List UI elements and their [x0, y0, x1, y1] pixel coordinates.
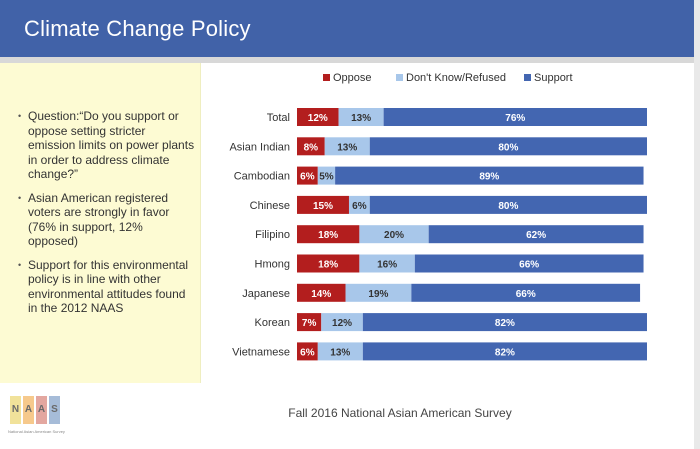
category-label: Cambodian	[234, 171, 290, 183]
bullet-icon: •	[18, 111, 22, 121]
bar-oppose	[297, 137, 325, 156]
bar-value-label-oppose: 15%	[313, 201, 333, 212]
bar-value-label-dontknow: 13%	[330, 347, 350, 358]
bar-support	[362, 313, 647, 332]
bar-dontknow	[317, 342, 363, 361]
naas-logo: N A A S National Asian American Survey	[8, 396, 78, 442]
bar-value-label-support: 82%	[495, 347, 515, 358]
bar-oppose	[297, 313, 322, 332]
bar-dontknow	[348, 195, 370, 214]
category-label: Vietnamese	[232, 346, 290, 358]
logo-bar-a2	[36, 396, 47, 424]
bar-support	[369, 137, 647, 156]
note-text: Question:“Do you support or oppose setti…	[28, 109, 195, 181]
bar-value-label-dontknow: 16%	[377, 260, 397, 271]
logo-bar-a1	[23, 396, 34, 424]
bar-value-label-support: 66%	[519, 260, 539, 271]
notes-list: • Question:“Do you support or oppose set…	[18, 109, 196, 325]
logo-letter-a1: A	[24, 404, 33, 415]
bar-value-label-oppose: 18%	[318, 230, 338, 241]
category-label: Chinese	[250, 200, 290, 212]
bar-dontknow	[359, 225, 429, 244]
legend-swatch-support	[524, 74, 531, 81]
right-frame-edge	[694, 0, 700, 449]
bullet-icon: •	[18, 259, 22, 270]
bar-support	[369, 195, 647, 214]
bar-value-label-dontknow: 19%	[368, 289, 388, 300]
note-text: Asian American registered voters are str…	[28, 190, 170, 249]
bar-value-label-oppose: 7%	[302, 318, 317, 329]
bar-oppose	[297, 283, 346, 302]
slide-title: Climate Change Policy	[24, 16, 251, 41]
bar-value-label-support: 76%	[505, 113, 525, 124]
bar-value-label-dontknow: 13%	[351, 113, 371, 124]
bar-dontknow	[321, 313, 363, 332]
category-label: Asian Indian	[229, 141, 290, 153]
bar-oppose	[297, 166, 318, 185]
note-item-context: • Support for this environmental policy …	[18, 258, 196, 316]
bar-value-label-oppose: 18%	[318, 260, 338, 271]
note-text: Support for this environmental policy is…	[28, 257, 189, 316]
bar-dontknow	[324, 137, 370, 156]
category-label: Total	[267, 112, 290, 124]
bar-dontknow	[345, 283, 412, 302]
category-label: Korean	[255, 317, 290, 329]
bar-support	[335, 166, 644, 185]
bar-value-label-support: 66%	[516, 289, 536, 300]
legend-label-dontknow: Don't Know/Refused	[406, 72, 506, 84]
legend-label-oppose: Oppose	[333, 72, 372, 84]
legend-label-support: Support	[534, 72, 573, 84]
category-label: Filipino	[255, 229, 290, 241]
bar-oppose	[297, 108, 339, 126]
bullet-icon: •	[18, 192, 22, 203]
bar-value-label-support: 89%	[479, 172, 499, 183]
legend-swatch-dontknow	[396, 74, 403, 81]
bar-value-label-support: 82%	[495, 318, 515, 329]
note-item-question: • Question:“Do you support or oppose set…	[18, 109, 196, 182]
bar-oppose	[297, 225, 360, 244]
bar-oppose	[297, 342, 318, 361]
bar-value-label-dontknow: 13%	[337, 142, 357, 153]
note-item-support: • Asian American registered voters are s…	[18, 191, 196, 249]
notes-sidebar: • Question:“Do you support or oppose set…	[0, 63, 201, 383]
bar-value-label-dontknow: 20%	[384, 230, 404, 241]
bar-support	[383, 108, 647, 126]
bar-support	[362, 342, 647, 361]
source-caption: Fall 2016 National Asian American Survey	[288, 406, 512, 420]
bar-value-label-support: 80%	[498, 142, 518, 153]
bar-value-label-dontknow: 6%	[352, 201, 367, 212]
bar-value-label-oppose: 6%	[300, 347, 315, 358]
logo-bar-s	[49, 396, 60, 424]
bar-value-label-dontknow: 12%	[332, 318, 352, 329]
bar-dontknow	[317, 166, 336, 185]
category-label: Japanese	[242, 288, 290, 300]
logo-subtitle: National Asian American Survey	[8, 429, 65, 434]
slide-header: Climate Change Policy	[0, 0, 694, 63]
logo-letter-a2: A	[37, 404, 46, 415]
bar-value-label-support: 80%	[498, 201, 518, 212]
category-label: Hmong	[255, 259, 290, 271]
bar-dontknow	[338, 108, 384, 126]
logo-letter-s: S	[51, 404, 58, 415]
bar-support	[414, 254, 644, 273]
bar-oppose	[297, 254, 360, 273]
bar-value-label-oppose: 8%	[304, 142, 319, 153]
logo-letter-n: N	[11, 404, 20, 415]
bar-support	[428, 225, 644, 244]
bar-value-label-support: 62%	[526, 230, 546, 241]
logo-bar-n	[10, 396, 21, 424]
bar-value-label-dontknow: 5%	[319, 172, 334, 183]
legend-swatch-oppose	[323, 74, 330, 81]
bar-value-label-oppose: 12%	[308, 113, 328, 124]
bar-oppose	[297, 195, 349, 214]
bar-support	[411, 283, 641, 302]
bar-value-label-oppose: 6%	[300, 172, 315, 183]
bar-value-label-oppose: 14%	[311, 289, 331, 300]
bar-dontknow	[359, 254, 415, 273]
